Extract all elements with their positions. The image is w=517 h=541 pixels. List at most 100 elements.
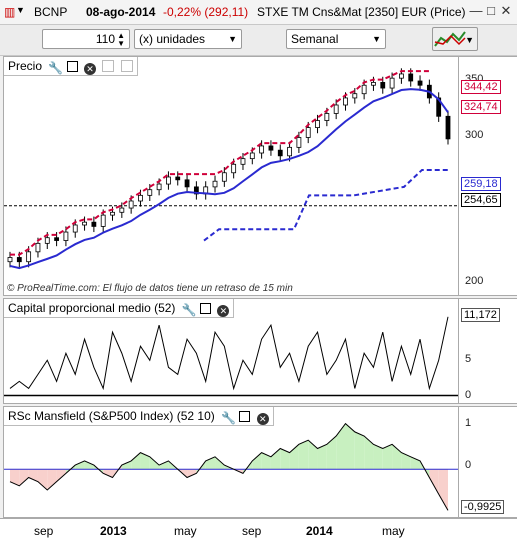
rsc-area bbox=[37, 469, 48, 490]
price-axis: 350 300 200 344,42 324,74 259,18 254,65 bbox=[459, 56, 517, 296]
price-bar bbox=[82, 221, 87, 226]
price-bar bbox=[63, 231, 69, 241]
rsc-area bbox=[10, 469, 20, 486]
period-select[interactable]: Semanal ▼ bbox=[286, 29, 386, 49]
rsc-panel[interactable]: RSc Mansfield (S&P500 Index) (52 10) 🔧 ✕ bbox=[3, 406, 459, 518]
rsc-area bbox=[252, 452, 262, 470]
x-tick: may bbox=[382, 524, 405, 538]
price-bar bbox=[193, 186, 199, 195]
chevron-down-icon: ▼ bbox=[372, 34, 381, 44]
window-icon[interactable] bbox=[66, 61, 78, 72]
data-delay-note: © ProRealTime.com: El flujo de datos tie… bbox=[7, 283, 293, 294]
price-bar bbox=[231, 163, 237, 174]
rsc-axis: 1 0 -0,9925 bbox=[459, 406, 517, 518]
price-bar bbox=[389, 77, 395, 89]
wrench-icon[interactable]: 🔧 bbox=[221, 411, 237, 425]
price-bar bbox=[305, 127, 311, 138]
price-bar bbox=[277, 149, 283, 157]
price-bar bbox=[371, 82, 376, 86]
price-bar bbox=[221, 172, 227, 182]
units-type-select[interactable]: (x) unidades ▼ bbox=[134, 29, 242, 49]
rsc-area bbox=[75, 460, 85, 470]
lower-band-tag: 259,18 bbox=[461, 177, 501, 191]
capital-title-label: Capital proporcional medio (52) bbox=[8, 301, 176, 315]
stepper-arrows-icon[interactable]: ▲ ▼ bbox=[117, 31, 125, 48]
units-stepper[interactable]: 110 ▲ ▼ bbox=[42, 29, 130, 49]
rsc-area bbox=[354, 431, 365, 470]
rsc-area bbox=[187, 469, 197, 478]
units-value: 110 bbox=[95, 32, 115, 46]
rsc-area bbox=[261, 452, 271, 470]
chevron-down-icon: ▼ bbox=[465, 35, 474, 45]
price-bar bbox=[184, 179, 190, 188]
price-panel[interactable]: Precio 🔧 ✕ © ProRealTime.com: El flujo d… bbox=[3, 56, 459, 296]
price-panel-title: Precio 🔧 ✕ bbox=[4, 57, 138, 76]
capital-line bbox=[9, 316, 449, 391]
chart-type-icon[interactable]: ▥ bbox=[4, 5, 16, 19]
price-bar bbox=[147, 189, 153, 196]
rsc-title-label: RSc Mansfield (S&P500 Index) (52 10) bbox=[8, 409, 215, 423]
symbol-label: BCNP bbox=[34, 5, 68, 19]
rsc-area bbox=[326, 436, 337, 470]
price-bar bbox=[240, 158, 246, 165]
maximize-icon[interactable]: □ bbox=[487, 3, 495, 18]
capital-panel[interactable]: Capital proporcional medio (52) 🔧 ✕ bbox=[3, 298, 459, 404]
period-value: Semanal bbox=[291, 32, 339, 46]
instrument-label: STXE TM Cns&Mat [2350] EUR (Price) bbox=[257, 5, 466, 19]
capital-tag: 11,172 bbox=[461, 308, 500, 322]
price-bar bbox=[333, 104, 339, 114]
units-type-value: (x) unidades bbox=[139, 32, 206, 46]
price-bar bbox=[343, 97, 348, 106]
rsc-area bbox=[438, 469, 448, 511]
price-bar bbox=[110, 211, 115, 216]
close-icon[interactable]: ✕ bbox=[84, 63, 97, 75]
price-bar bbox=[249, 152, 255, 160]
rsc-area bbox=[317, 444, 327, 470]
price-bar bbox=[361, 84, 367, 95]
rsc-area bbox=[308, 440, 318, 470]
rsc-area bbox=[401, 452, 411, 470]
chevron-down-icon[interactable]: ▼ bbox=[16, 5, 25, 15]
x-tick: sep bbox=[242, 524, 262, 538]
indicators-icon bbox=[434, 31, 466, 47]
export-icon[interactable] bbox=[120, 60, 133, 72]
rsc-tick: 1 bbox=[465, 417, 472, 429]
rsc-area bbox=[345, 423, 355, 470]
price-bar bbox=[156, 183, 162, 191]
price-bar bbox=[166, 176, 171, 185]
price-tick: 300 bbox=[465, 129, 484, 141]
minimize-icon[interactable]: — bbox=[469, 3, 483, 18]
price-chart bbox=[4, 68, 458, 270]
wrench-icon[interactable]: 🔧 bbox=[181, 303, 197, 317]
price-bar bbox=[212, 180, 218, 188]
price-tick: 200 bbox=[465, 275, 484, 287]
rsc-area bbox=[382, 444, 393, 470]
close-icon[interactable]: ✕ bbox=[256, 413, 269, 425]
indicators-button[interactable]: ▼ bbox=[432, 27, 478, 51]
rsc-area bbox=[131, 452, 141, 470]
close-icon[interactable]: ✕ bbox=[217, 305, 230, 317]
wrench-icon[interactable]: 🔧 bbox=[48, 61, 64, 75]
window-icon[interactable] bbox=[200, 303, 212, 314]
rsc-area bbox=[47, 469, 57, 490]
window-title-bar: ▥ ▼ BCNP 08-ago-2014 -0,22% (292,11) STX… bbox=[0, 0, 517, 25]
window-icon[interactable] bbox=[239, 411, 251, 422]
middle-band-tag: 324,74 bbox=[461, 100, 501, 114]
change-label: -0,22% (292,11) bbox=[163, 5, 249, 19]
price-bar bbox=[175, 176, 181, 181]
price-bar bbox=[138, 194, 143, 202]
rsc-area bbox=[84, 460, 94, 470]
upper-stop-line bbox=[10, 70, 430, 256]
price-bar bbox=[119, 207, 125, 213]
price-bar bbox=[100, 214, 106, 227]
rsc-chart bbox=[4, 422, 458, 511]
close-icon[interactable]: ✕ bbox=[500, 3, 512, 18]
copy-icon[interactable] bbox=[102, 60, 115, 72]
capital-panel-title: Capital proporcional medio (52) 🔧 ✕ bbox=[4, 299, 235, 318]
rsc-area bbox=[19, 469, 29, 486]
price-bar bbox=[287, 146, 292, 157]
rsc-area bbox=[121, 460, 132, 470]
price-bar bbox=[16, 257, 22, 263]
capital-tick: 5 bbox=[465, 353, 472, 365]
price-bar bbox=[268, 145, 274, 151]
